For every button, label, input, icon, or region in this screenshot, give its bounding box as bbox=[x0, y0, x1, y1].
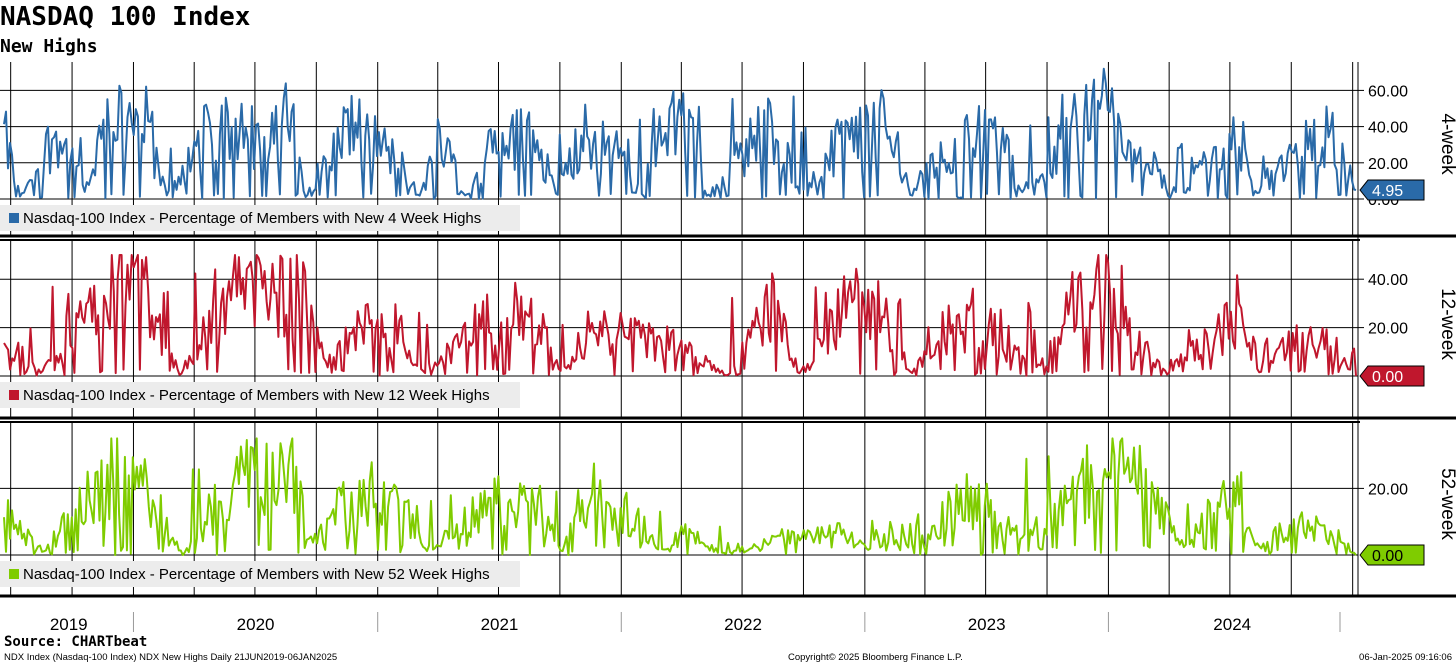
last-value-label: 0.00 bbox=[1372, 369, 1403, 386]
x-year-label: 2020 bbox=[237, 615, 275, 634]
legend-box bbox=[0, 382, 520, 408]
x-year-label: 2022 bbox=[724, 615, 762, 634]
y-tick-label: 60.00 bbox=[1368, 83, 1408, 100]
legend-swatch bbox=[9, 390, 19, 400]
legend-label: Nasdaq-100 Index - Percentage of Members… bbox=[23, 387, 490, 404]
series-line-4-week bbox=[3, 67, 1357, 200]
x-year-label: 2023 bbox=[968, 615, 1006, 634]
y-tick-label: 20.00 bbox=[1368, 481, 1408, 498]
legend-label: Nasdaq-100 Index - Percentage of Members… bbox=[23, 566, 490, 583]
series-description: NDX Index (Nasdaq-100 Index) NDX New Hig… bbox=[4, 652, 338, 663]
y-tick-label: 40.00 bbox=[1368, 120, 1408, 137]
chart-subtitle: New Highs bbox=[0, 36, 98, 57]
series-line-52-week bbox=[3, 437, 1357, 556]
x-year-label: 2019 bbox=[50, 615, 88, 634]
chart-title: NASDAQ 100 Index bbox=[0, 2, 251, 32]
legend-label: Nasdaq-100 Index - Percentage of Members… bbox=[23, 210, 481, 227]
legend-swatch bbox=[9, 569, 19, 579]
x-year-label: 2024 bbox=[1213, 615, 1251, 634]
last-value-flag bbox=[1359, 365, 1425, 387]
legend-box bbox=[0, 205, 520, 231]
last-value-flag bbox=[1359, 544, 1425, 566]
y-tick-label: 20.00 bbox=[1368, 321, 1408, 338]
panel-label: 12-week bbox=[1437, 288, 1456, 360]
y-tick-label: 40.00 bbox=[1368, 272, 1408, 289]
copyright-note: Copyright© 2025 Bloomberg Finance L.P. bbox=[788, 652, 963, 663]
last-value-label: 0.00 bbox=[1372, 548, 1403, 565]
source-note: Source: CHARTbeat bbox=[4, 634, 148, 650]
x-year-label: 2021 bbox=[481, 615, 519, 634]
y-tick-label: 20.00 bbox=[1368, 156, 1408, 173]
last-value-label: 4.95 bbox=[1372, 183, 1403, 200]
timestamp: 06-Jan-2025 09:16:06 bbox=[1359, 652, 1452, 663]
panel-label: 4-week bbox=[1437, 113, 1456, 175]
legend-swatch bbox=[9, 213, 19, 223]
last-value-flag bbox=[1359, 179, 1425, 201]
series-line-12-week bbox=[3, 254, 1357, 377]
legend-box bbox=[0, 561, 520, 587]
panel-label: 52-week bbox=[1437, 468, 1456, 540]
